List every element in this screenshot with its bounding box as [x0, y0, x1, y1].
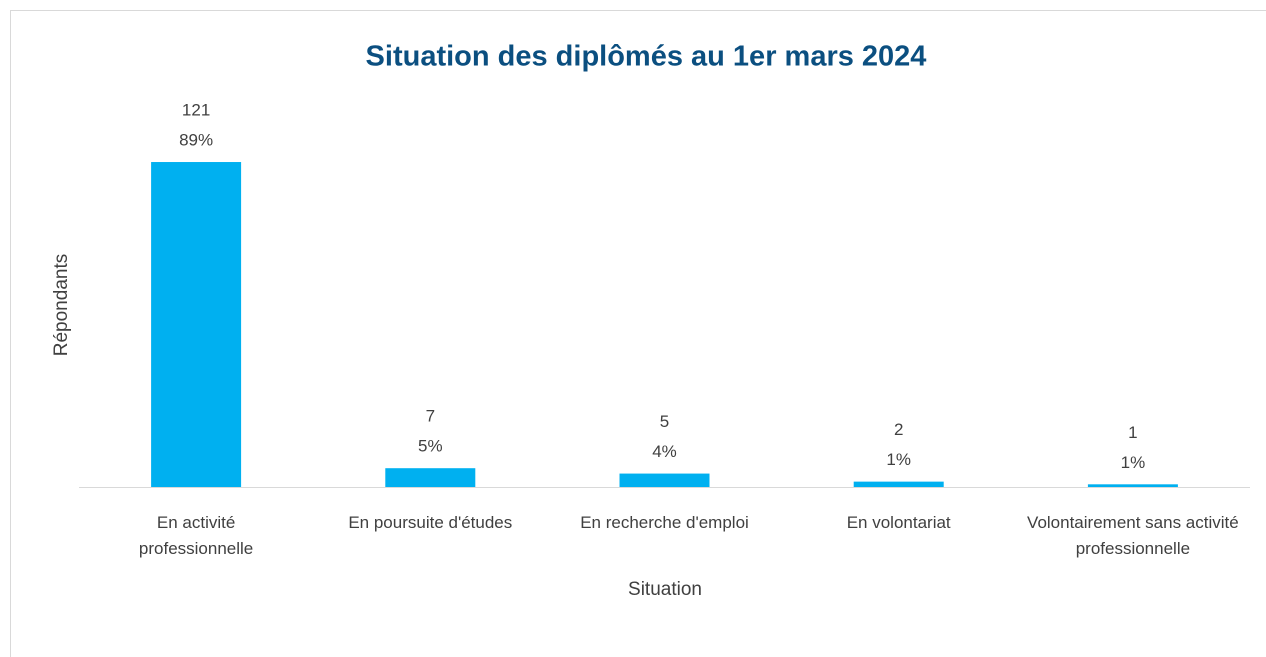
bar	[619, 473, 710, 487]
x-tick-label: En recherche d'emploi	[580, 513, 749, 532]
data-label: 1	[1128, 423, 1137, 442]
x-tick-label: En activité professionnelle	[138, 513, 254, 558]
bar	[151, 162, 242, 487]
bar	[853, 481, 944, 487]
data-label: 7	[426, 407, 435, 426]
percent-label: 1%	[886, 450, 911, 469]
x-tick-label: Volontairement sans activité professionn…	[1027, 513, 1239, 558]
data-label: 121	[182, 101, 210, 120]
x-axis-label: Situation	[628, 579, 702, 600]
percent-label: 5%	[418, 437, 443, 456]
x-tick-label: En volontariat	[846, 513, 951, 532]
data-label: 5	[660, 412, 669, 431]
chart-title: Situation des diplômés au 1er mars 2024	[366, 41, 927, 73]
data-label: 2	[894, 420, 903, 439]
chart-frame	[10, 10, 1266, 657]
bar	[1087, 484, 1178, 487]
percent-label: 4%	[652, 442, 677, 461]
percent-label: 89%	[179, 131, 213, 150]
y-axis-label: Répondants	[51, 254, 72, 356]
bar	[385, 468, 476, 487]
percent-label: 1%	[1121, 453, 1146, 472]
x-tick-label: En poursuite d'études	[348, 513, 513, 532]
